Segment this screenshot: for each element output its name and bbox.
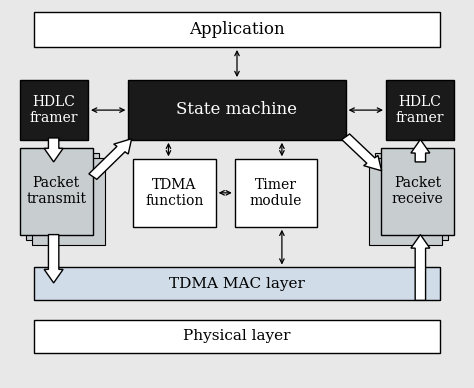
Bar <box>19 147 93 235</box>
FancyArrow shape <box>44 235 63 283</box>
FancyArrow shape <box>342 134 382 171</box>
Text: HDLC
framer: HDLC framer <box>29 95 78 125</box>
Bar <box>235 159 318 227</box>
Bar <box>386 80 455 140</box>
Bar <box>369 158 442 245</box>
FancyArrow shape <box>89 139 132 179</box>
Text: TDMA
function: TDMA function <box>145 178 203 208</box>
Bar <box>34 12 440 47</box>
FancyArrow shape <box>44 138 63 162</box>
Bar <box>381 147 455 235</box>
Text: Packet
transmit: Packet transmit <box>26 176 86 206</box>
Bar <box>34 267 440 300</box>
Bar <box>375 152 448 240</box>
Text: HDLC
framer: HDLC framer <box>396 95 445 125</box>
Text: Packet
receive: Packet receive <box>392 176 444 206</box>
Text: Physical layer: Physical layer <box>183 329 291 343</box>
Text: TDMA MAC layer: TDMA MAC layer <box>169 277 305 291</box>
Text: State machine: State machine <box>176 101 298 118</box>
FancyArrow shape <box>411 140 430 162</box>
Text: Timer
module: Timer module <box>250 178 302 208</box>
Bar <box>133 159 216 227</box>
Text: Application: Application <box>189 21 285 38</box>
FancyArrow shape <box>411 235 430 300</box>
Bar <box>128 80 346 140</box>
Bar <box>19 80 88 140</box>
Bar <box>32 158 105 245</box>
Bar <box>34 320 440 353</box>
Bar <box>26 152 99 240</box>
